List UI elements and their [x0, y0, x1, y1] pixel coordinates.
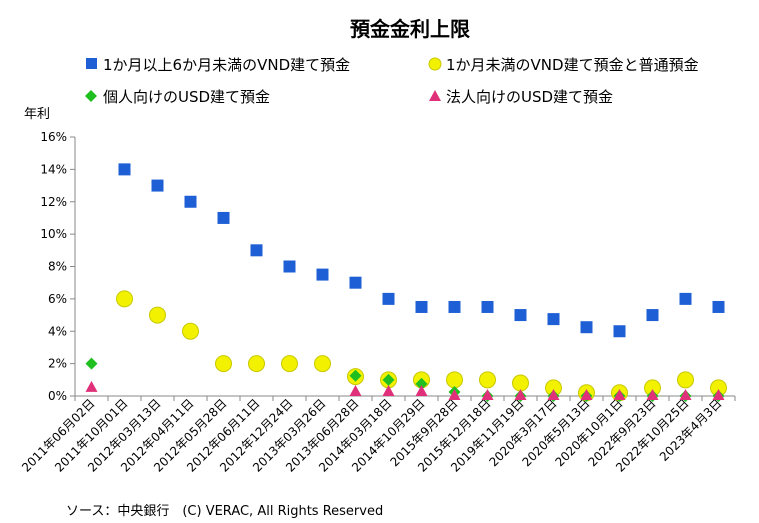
data-point-triangle — [679, 389, 692, 400]
y-tick-label: 16% — [40, 130, 67, 144]
data-point-square — [712, 300, 725, 313]
data-point-square — [217, 211, 230, 224]
data-point-circle — [479, 371, 496, 389]
data-point-circle — [446, 371, 463, 389]
y-tick-label: 0% — [48, 389, 67, 403]
chart-title: 預金金利上限 — [350, 17, 470, 41]
legend-marker-circle — [428, 57, 442, 71]
data-point-triangle — [85, 380, 98, 392]
data-point-circle — [182, 322, 199, 340]
data-point-circle — [677, 371, 694, 389]
data-point-circle — [314, 355, 331, 373]
data-point-triangle — [580, 389, 593, 400]
data-point-square — [283, 260, 296, 273]
data-point-square — [481, 300, 494, 313]
data-point-diamond — [85, 357, 98, 370]
legend-label-usd-individual: 個人向けのUSD建て預金 — [103, 88, 270, 106]
y-tick-label: 2% — [48, 357, 67, 371]
data-point-square — [184, 195, 197, 208]
data-point-circle — [149, 306, 166, 324]
source-note: ソース：中央銀行 (C) VERAC, All Rights Reserved — [66, 504, 383, 519]
data-point-square — [448, 300, 461, 313]
y-tick-label: 12% — [40, 195, 67, 209]
data-point-circle — [215, 355, 232, 373]
data-point-circle — [512, 374, 529, 392]
data-point-circle — [281, 355, 298, 373]
data-point-triangle — [514, 389, 527, 400]
y-tick-label: 10% — [40, 227, 67, 241]
data-point-diamond — [415, 377, 428, 390]
legend-label-usd-corporate: 法人向けのUSD建て預金 — [446, 88, 613, 106]
data-point-triangle — [382, 384, 395, 396]
data-point-square — [118, 163, 131, 176]
data-point-triangle — [415, 384, 428, 396]
data-point-diamond — [349, 369, 362, 382]
data-point-square — [514, 309, 527, 322]
data-point-triangle — [448, 389, 461, 400]
data-point-square — [547, 313, 560, 326]
y-tick-label: 4% — [48, 324, 67, 338]
legend-label-vnd-under1m: 1か月未満のVND建て預金と普通預金 — [446, 56, 699, 74]
y-tick-label: 14% — [40, 162, 67, 176]
marks — [85, 163, 727, 402]
data-point-triangle — [349, 384, 362, 396]
y-tick-label: 8% — [48, 260, 67, 274]
legend-label-vnd-1to6m: 1か月以上6か月未満のVND建て預金 — [103, 56, 350, 74]
data-point-triangle — [547, 389, 560, 400]
data-point-triangle — [613, 389, 626, 400]
legend-marker-square — [86, 58, 97, 69]
y-axis-label: 年利 — [24, 107, 50, 122]
data-point-square — [349, 276, 362, 289]
data-point-circle — [248, 355, 265, 373]
data-point-square — [415, 300, 428, 313]
data-point-triangle — [712, 389, 725, 400]
data-point-square — [580, 321, 593, 334]
data-point-square — [613, 325, 626, 338]
y-tick-label: 6% — [48, 292, 67, 306]
data-point-circle — [116, 290, 133, 308]
legend-marker-diamond — [85, 90, 97, 102]
legend: 1か月以上6か月未満のVND建て預金 1か月未満のVND建て預金と普通預金 個人… — [85, 56, 699, 106]
data-point-square — [679, 292, 692, 305]
data-point-diamond — [382, 373, 395, 386]
legend-marker-triangle — [429, 90, 441, 101]
data-point-triangle — [646, 389, 659, 400]
data-point-square — [382, 292, 395, 305]
data-point-square — [151, 179, 164, 192]
data-point-square — [316, 268, 329, 281]
data-point-square — [646, 309, 659, 322]
data-point-square — [250, 244, 263, 257]
data-point-triangle — [481, 389, 494, 400]
